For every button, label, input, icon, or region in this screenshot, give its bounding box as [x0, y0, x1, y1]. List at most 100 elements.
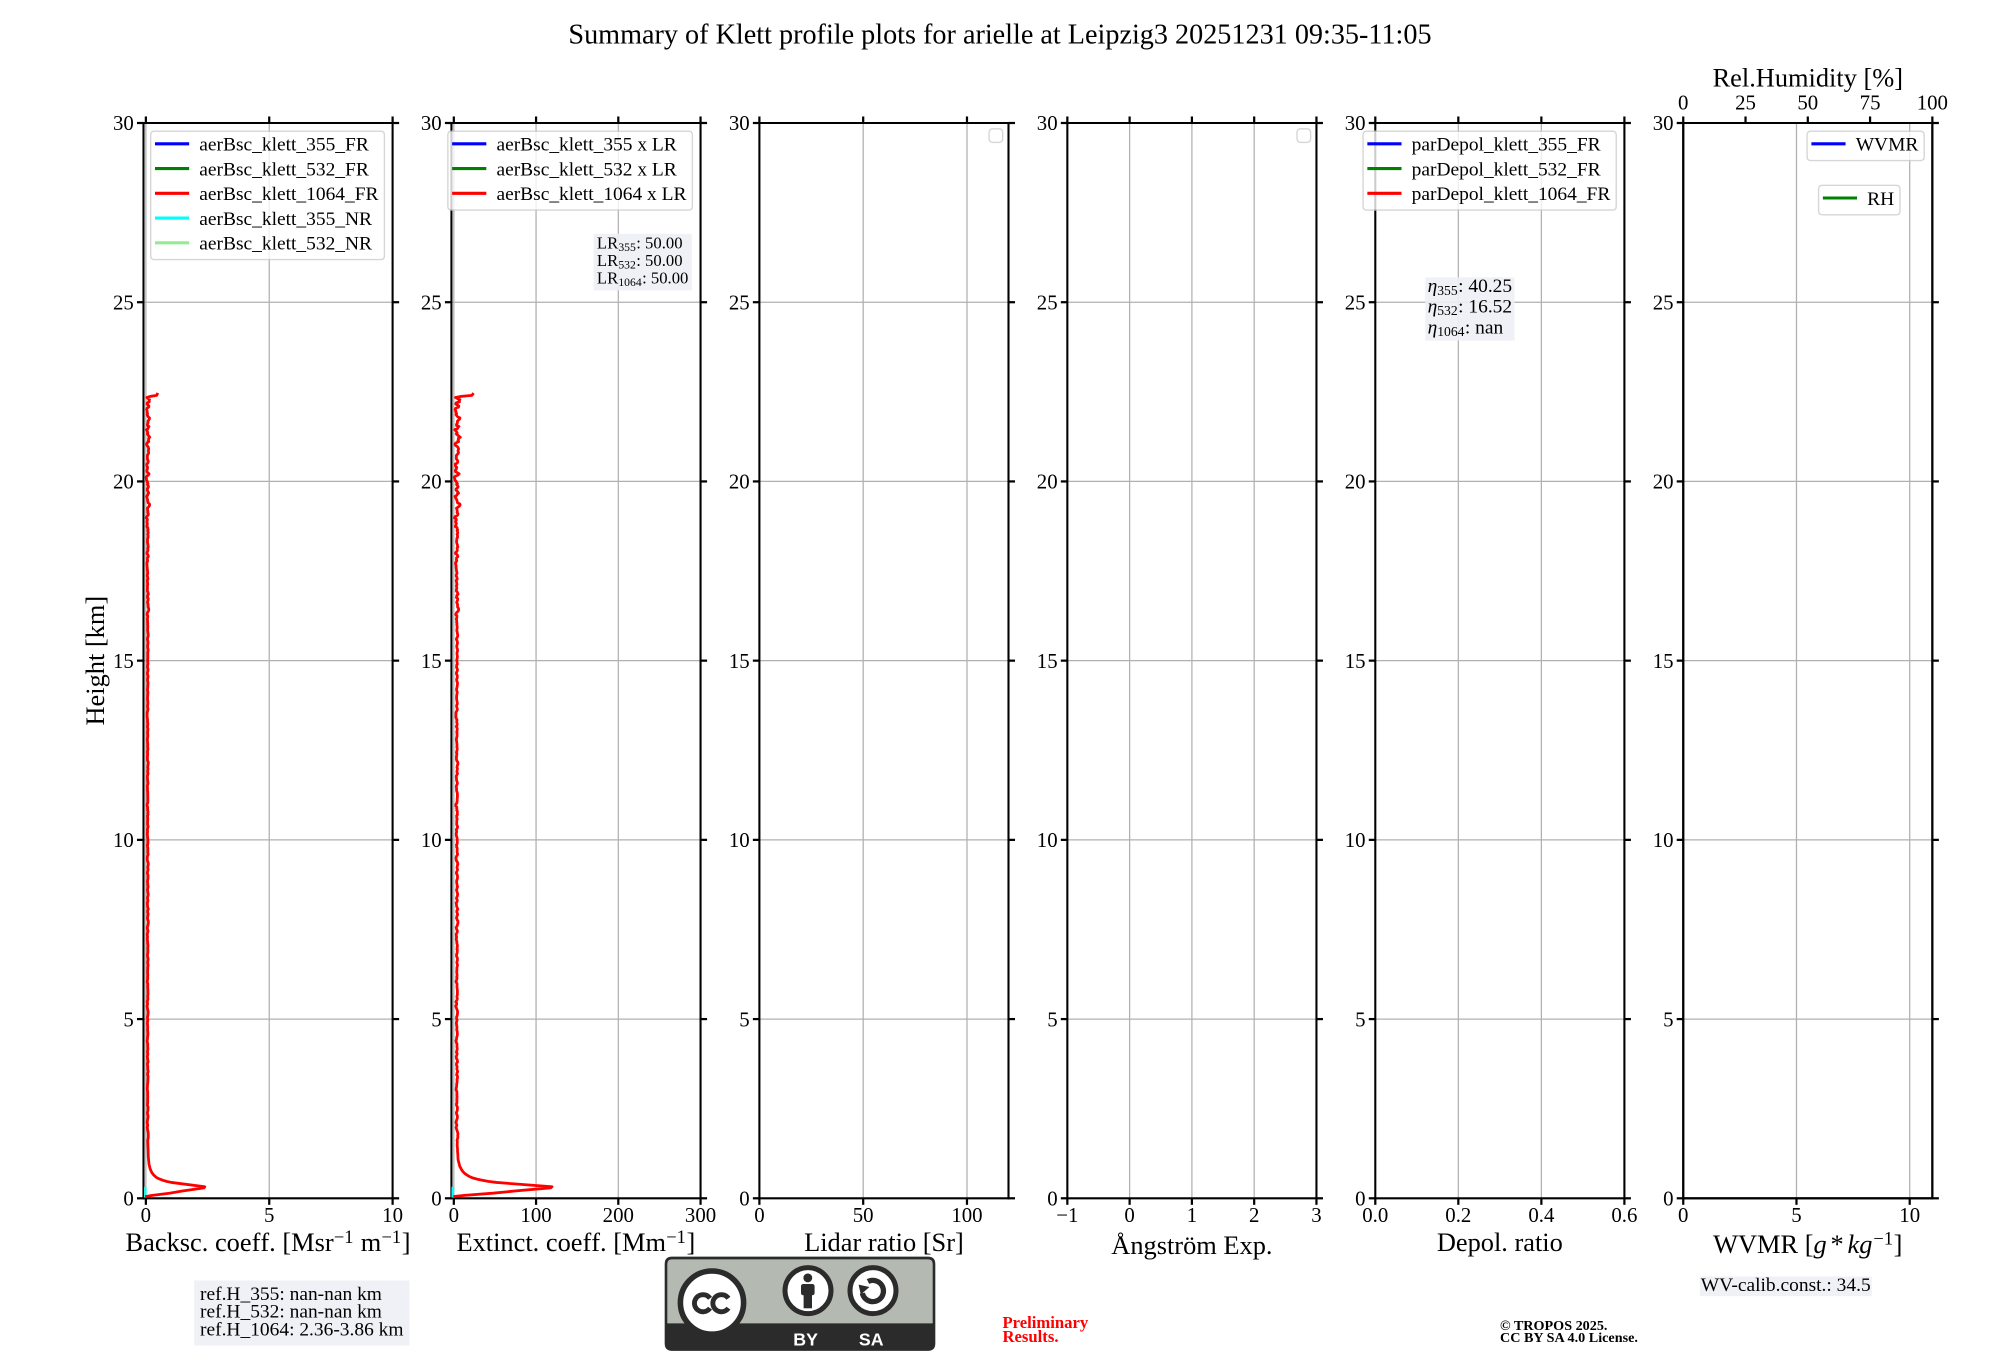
svg-text:L R :: L R : 5 0 . 0 0 3 5 5 — [597, 229, 688, 256]
svg-text:ref.H_532: nan-nan km: ref.H_532: nan-nan km — [200, 1302, 382, 1323]
svg-text:B a c k: B a c k s c . c o e f f . [ M s r m ] − — [126, 1223, 417, 1257]
svg-text:300: 300 — [685, 1203, 716, 1227]
svg-text:15: 15 — [421, 649, 442, 673]
svg-text:Ångström Exp.: Ångström Exp. — [1111, 1230, 1272, 1260]
svg-text:50: 50 — [853, 1203, 874, 1227]
svg-text:0: 0 — [449, 1203, 459, 1227]
svg-text:0: 0 — [123, 1187, 133, 1211]
svg-text:25: 25 — [421, 290, 442, 314]
svg-text:30: 30 — [1345, 111, 1366, 135]
svg-text:0: 0 — [1678, 90, 1688, 114]
svg-text:aerBsc_klett_532 x LR: aerBsc_klett_532 x LR — [496, 159, 676, 180]
svg-text:15: 15 — [729, 649, 750, 673]
svg-text:50: 50 — [1797, 90, 1818, 114]
svg-text:0: 0 — [739, 1187, 749, 1211]
svg-text:0: 0 — [1663, 1187, 1673, 1211]
svg-text:20: 20 — [1345, 470, 1366, 494]
svg-text:30: 30 — [1653, 111, 1674, 135]
svg-text:Height [km]: Height [km] — [80, 596, 110, 726]
svg-text:0: 0 — [431, 1187, 441, 1211]
svg-text:0: 0 — [1124, 1203, 1134, 1227]
svg-text:0: 0 — [754, 1203, 764, 1227]
svg-text:Summary of Klett profile plots: Summary of Klett profile plots for ariel… — [568, 19, 1431, 50]
svg-text:15: 15 — [1037, 649, 1058, 673]
svg-text:η 3 5 5: η 3 5 5 : 4 0 . 2 5 — [1428, 272, 1513, 300]
svg-text:10: 10 — [1037, 828, 1058, 852]
svg-text:20: 20 — [729, 470, 750, 494]
svg-text:30: 30 — [729, 111, 750, 135]
svg-text:100: 100 — [1917, 90, 1948, 114]
svg-text:Results.: Results. — [1003, 1327, 1059, 1346]
svg-text:0.0: 0.0 — [1362, 1203, 1388, 1227]
svg-text:η 5 3 2: η 5 3 2 : 1 6 . 5 2 — [1428, 293, 1513, 321]
svg-text:20: 20 — [421, 470, 442, 494]
svg-text:CC BY SA 4.0 License.: CC BY SA 4.0 License. — [1500, 1330, 1638, 1346]
svg-text:2: 2 — [1249, 1203, 1259, 1227]
svg-text:5: 5 — [739, 1007, 749, 1031]
svg-text:15: 15 — [1345, 649, 1366, 673]
svg-text:5: 5 — [1791, 1203, 1801, 1227]
svg-text:25: 25 — [113, 290, 134, 314]
svg-text:75: 75 — [1860, 90, 1881, 114]
svg-text:E x t i: E x t i n c t . c o e f f . [ M m ] − 1 — [456, 1223, 700, 1257]
svg-text:η 1 0 6: η 1 0 6 4 : n a n — [1428, 313, 1504, 341]
svg-text:RH: RH — [1867, 189, 1894, 210]
svg-text:−1: −1 — [1056, 1203, 1078, 1227]
svg-text:25: 25 — [729, 290, 750, 314]
svg-text:ref.H_355: nan-nan km: ref.H_355: nan-nan km — [200, 1284, 382, 1305]
svg-text:5: 5 — [264, 1203, 274, 1227]
svg-text:5: 5 — [123, 1007, 133, 1031]
svg-text:parDepol_klett_355_FR: parDepol_klett_355_FR — [1412, 135, 1601, 156]
svg-text:10: 10 — [421, 828, 442, 852]
svg-text:5: 5 — [1047, 1007, 1057, 1031]
svg-text:parDepol_klett_1064_FR: parDepol_klett_1064_FR — [1412, 184, 1611, 205]
svg-text:10: 10 — [1653, 828, 1674, 852]
svg-text:Lidar ratio [Sr]: Lidar ratio [Sr] — [804, 1227, 964, 1257]
svg-text:15: 15 — [113, 649, 134, 673]
svg-text:L R :: L R : 5 0 . 0 0 1 0 6 4 — [597, 263, 694, 290]
svg-text:Preliminary: Preliminary — [1003, 1313, 1089, 1332]
svg-text:aerBsc_klett_532_FR: aerBsc_klett_532_FR — [199, 159, 369, 180]
svg-text:200: 200 — [603, 1203, 634, 1227]
svg-text:BY: BY — [793, 1330, 818, 1350]
svg-text:20: 20 — [1037, 470, 1058, 494]
svg-text:10: 10 — [729, 828, 750, 852]
svg-text:WV-calib.const.: 34.5: WV-calib.const.: 34.5 — [1701, 1275, 1871, 1296]
svg-text:0.4: 0.4 — [1528, 1203, 1555, 1227]
svg-text:30: 30 — [1037, 111, 1058, 135]
svg-text:10: 10 — [1899, 1203, 1920, 1227]
svg-text:30: 30 — [113, 111, 134, 135]
svg-text:aerBsc_klett_355_NR: aerBsc_klett_355_NR — [199, 209, 372, 230]
svg-text:3: 3 — [1311, 1203, 1321, 1227]
svg-text:10: 10 — [113, 828, 134, 852]
svg-text:W V M R: W V M R [ * ] g k g − 1 — [1713, 1225, 1908, 1259]
svg-text:10: 10 — [1345, 828, 1366, 852]
svg-text:20: 20 — [1653, 470, 1674, 494]
svg-text:aerBsc_klett_355 x LR: aerBsc_klett_355 x LR — [496, 135, 676, 156]
svg-text:0: 0 — [141, 1203, 151, 1227]
svg-text:25: 25 — [1345, 290, 1366, 314]
svg-text:aerBsc_klett_355_FR: aerBsc_klett_355_FR — [199, 135, 369, 156]
svg-text:100: 100 — [951, 1203, 982, 1227]
svg-text:SA: SA — [859, 1330, 884, 1350]
svg-text:0.6: 0.6 — [1611, 1203, 1637, 1227]
svg-text:1: 1 — [1187, 1203, 1197, 1227]
svg-text:10: 10 — [382, 1203, 403, 1227]
svg-text:25: 25 — [1653, 290, 1674, 314]
svg-text:Rel.Humidity [%]: Rel.Humidity [%] — [1713, 62, 1903, 92]
svg-text:Depol. ratio: Depol. ratio — [1437, 1227, 1563, 1257]
svg-text:0: 0 — [1355, 1187, 1365, 1211]
svg-text:aerBsc_klett_1064_FR: aerBsc_klett_1064_FR — [199, 184, 378, 205]
svg-text:0: 0 — [1047, 1187, 1057, 1211]
svg-text:30: 30 — [421, 111, 442, 135]
svg-text:5: 5 — [1663, 1007, 1673, 1031]
svg-text:L R :: L R : 5 0 . 0 0 5 3 2 — [597, 246, 688, 273]
svg-text:0.2: 0.2 — [1445, 1203, 1471, 1227]
svg-text:15: 15 — [1653, 649, 1674, 673]
svg-text:© TROPOS 2025.: © TROPOS 2025. — [1500, 1318, 1607, 1334]
svg-text:ref.H_1064: 2.36-3.86 km: ref.H_1064: 2.36-3.86 km — [200, 1320, 404, 1341]
svg-text:WVMR: WVMR — [1856, 135, 1919, 156]
svg-text:aerBsc_klett_1064 x LR: aerBsc_klett_1064 x LR — [496, 184, 686, 205]
svg-text:100: 100 — [520, 1203, 551, 1227]
svg-text:5: 5 — [431, 1007, 441, 1031]
